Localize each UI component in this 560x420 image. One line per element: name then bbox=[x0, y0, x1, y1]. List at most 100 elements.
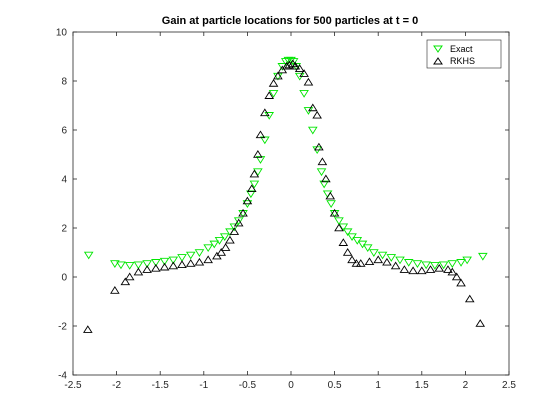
x-tick-label: -1 bbox=[199, 380, 208, 391]
rkhs-point bbox=[373, 255, 384, 264]
rkhs-point bbox=[338, 238, 349, 246]
exact-point bbox=[214, 236, 225, 245]
x-axis: -2.5 -2 -1.5 -1 -0.5 0 0.5 1 1.5 2 2.5 bbox=[64, 32, 516, 391]
x-tick-label: -2.5 bbox=[64, 380, 82, 391]
rkhs-point bbox=[133, 267, 144, 276]
legend-marker-rkhs bbox=[433, 57, 443, 65]
rkhs-point bbox=[83, 325, 93, 333]
exact-point bbox=[151, 259, 161, 267]
exact-point bbox=[403, 259, 414, 267]
rkhs-point bbox=[451, 272, 462, 281]
rkhs-point bbox=[294, 64, 305, 73]
rkhs-point bbox=[220, 243, 231, 251]
x-tick-label: 0.5 bbox=[328, 380, 342, 391]
x-tick-label: 2.5 bbox=[502, 380, 516, 391]
rkhs-point bbox=[233, 218, 244, 227]
y-tick-label: -4 bbox=[58, 371, 67, 382]
exact-point bbox=[249, 180, 260, 189]
rkhs-point bbox=[159, 262, 170, 271]
x-tick-label: 0 bbox=[288, 380, 294, 391]
exact-point bbox=[299, 89, 309, 98]
data-points bbox=[83, 56, 488, 333]
rkhs-point bbox=[185, 259, 196, 267]
exact-point bbox=[447, 260, 458, 268]
y-tick-label: 2 bbox=[61, 224, 67, 235]
exact-point bbox=[246, 190, 256, 199]
x-tick-label: -0.5 bbox=[239, 380, 257, 391]
exact-point bbox=[124, 261, 135, 270]
chart-title: Gain at particle locations for 500 parti… bbox=[162, 15, 418, 27]
rkhs-point bbox=[264, 91, 275, 99]
rkhs-point bbox=[194, 257, 205, 266]
rkhs-point bbox=[203, 255, 213, 264]
exact-point bbox=[412, 260, 423, 268]
rkhs-point bbox=[447, 267, 458, 276]
x-tick-label: 2 bbox=[463, 380, 469, 391]
rkhs-point bbox=[253, 150, 263, 158]
rkhs-point bbox=[317, 157, 328, 166]
exact-point bbox=[142, 260, 152, 268]
rkhs-point bbox=[355, 259, 366, 267]
rkhs-point bbox=[268, 79, 279, 87]
rkhs-point bbox=[329, 208, 340, 217]
exact-point bbox=[229, 223, 240, 232]
rkhs-point bbox=[249, 169, 260, 178]
exact-point bbox=[357, 240, 368, 249]
rkhs-point bbox=[212, 251, 222, 260]
rkhs-point bbox=[399, 265, 410, 273]
exact-point bbox=[83, 251, 94, 260]
rkhs-point bbox=[303, 77, 314, 86]
exact-point bbox=[110, 260, 120, 268]
rkhs-point bbox=[168, 261, 179, 270]
rkhs-point bbox=[124, 272, 135, 281]
legend-box bbox=[426, 39, 502, 69]
rkhs-point bbox=[312, 110, 322, 119]
rkhs-point bbox=[120, 277, 131, 286]
rkhs-point bbox=[110, 286, 120, 294]
exact-point bbox=[203, 244, 213, 253]
exact-point bbox=[456, 259, 466, 267]
exact-point bbox=[326, 200, 336, 208]
exact-point bbox=[316, 168, 327, 177]
y-tick-label: 10 bbox=[56, 28, 68, 39]
rkhs-point bbox=[260, 108, 270, 117]
exact-point bbox=[116, 261, 126, 270]
exact-point bbox=[430, 261, 440, 270]
exact-point bbox=[185, 251, 196, 260]
exact-point bbox=[362, 244, 373, 253]
y-tick-label: 4 bbox=[61, 175, 67, 186]
exact-point bbox=[347, 233, 357, 242]
rkhs-point bbox=[281, 61, 292, 70]
exact-point bbox=[369, 249, 379, 257]
rkhs-point bbox=[255, 130, 266, 139]
exact-point bbox=[133, 261, 144, 270]
y-tick-label: -2 bbox=[58, 322, 67, 333]
rkhs-point bbox=[225, 235, 235, 244]
exact-point bbox=[438, 261, 449, 270]
rkhs-point bbox=[464, 294, 475, 303]
exact-point bbox=[334, 217, 344, 226]
rkhs-point bbox=[216, 248, 227, 256]
exact-point bbox=[319, 180, 329, 189]
rkhs-point bbox=[434, 263, 445, 272]
rkhs-point bbox=[443, 265, 453, 273]
rkhs-point bbox=[142, 265, 152, 273]
exact-point bbox=[268, 89, 279, 98]
exact-point bbox=[478, 252, 488, 261]
rkhs-point bbox=[416, 266, 427, 275]
exact-point bbox=[168, 256, 179, 265]
exact-point bbox=[177, 254, 187, 262]
rkhs-point bbox=[342, 248, 353, 256]
rkhs-point bbox=[408, 266, 418, 275]
rkhs-point bbox=[314, 142, 324, 151]
rkhs-point bbox=[307, 103, 318, 112]
exact-point bbox=[219, 233, 230, 242]
x-tick-label: 1.5 bbox=[415, 380, 429, 391]
rkhs-point bbox=[284, 60, 295, 69]
rkhs-point bbox=[347, 255, 357, 264]
rkhs-point bbox=[299, 69, 309, 77]
exact-point bbox=[377, 251, 388, 260]
exact-point bbox=[307, 126, 318, 135]
x-tick-label: -1.5 bbox=[152, 380, 170, 391]
